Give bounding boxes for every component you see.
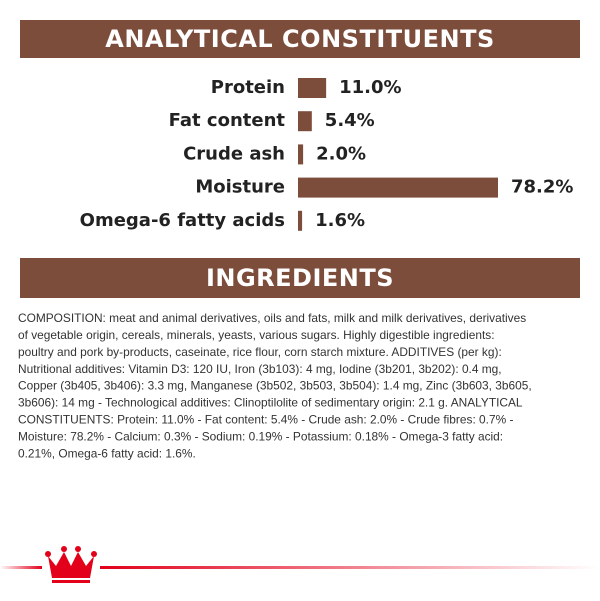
ingredients-line: of vegetable origin, cereals, minerals, … bbox=[18, 328, 495, 342]
value-label: 11.0% bbox=[339, 77, 401, 98]
value-label: 5.4% bbox=[325, 110, 375, 131]
ingredients-line: Copper (3b405, 3b406): 3.3 mg, Manganese… bbox=[18, 379, 532, 393]
bar bbox=[298, 111, 312, 132]
logo bbox=[0, 546, 600, 583]
section-title: INGREDIENTS bbox=[206, 264, 394, 292]
category-label: Crude ash bbox=[183, 143, 285, 164]
category-label: Omega-6 fatty acids bbox=[80, 210, 285, 231]
bar bbox=[298, 144, 304, 165]
value-label: 1.6% bbox=[315, 210, 365, 231]
category-label: Fat content bbox=[169, 110, 286, 131]
ingredients-line: Nutritional additives: Vitamin D3: 120 I… bbox=[18, 362, 502, 376]
chart-title: ANALYTICAL CONSTITUENTS bbox=[105, 25, 495, 53]
ingredients-line: 0.21%, Omega-6 fatty acid: 1.6%. bbox=[18, 446, 196, 460]
value-label: 78.2% bbox=[511, 177, 573, 198]
bar bbox=[298, 78, 327, 98]
bar bbox=[298, 210, 303, 231]
category-label: Moisture bbox=[195, 177, 285, 198]
banner bbox=[20, 20, 580, 58]
ingredients-line: Moisture: 78.2% - Calcium: 0.3% - Sodium… bbox=[18, 429, 503, 443]
category-label: Protein bbox=[211, 77, 285, 98]
ingredients-line: poultry and pork by-products, caseinate,… bbox=[18, 345, 502, 359]
value-label: 2.0% bbox=[316, 143, 366, 164]
ingredients-line: CONSTITUENTS: Protein: 11.0% - Fat conte… bbox=[18, 413, 513, 427]
banner bbox=[20, 258, 580, 298]
bar bbox=[298, 177, 498, 198]
ingredients-line: 3b606): 14 mg - Technological additives:… bbox=[18, 396, 523, 410]
ingredients-line: COMPOSITION: meat and animal derivatives… bbox=[18, 311, 526, 325]
